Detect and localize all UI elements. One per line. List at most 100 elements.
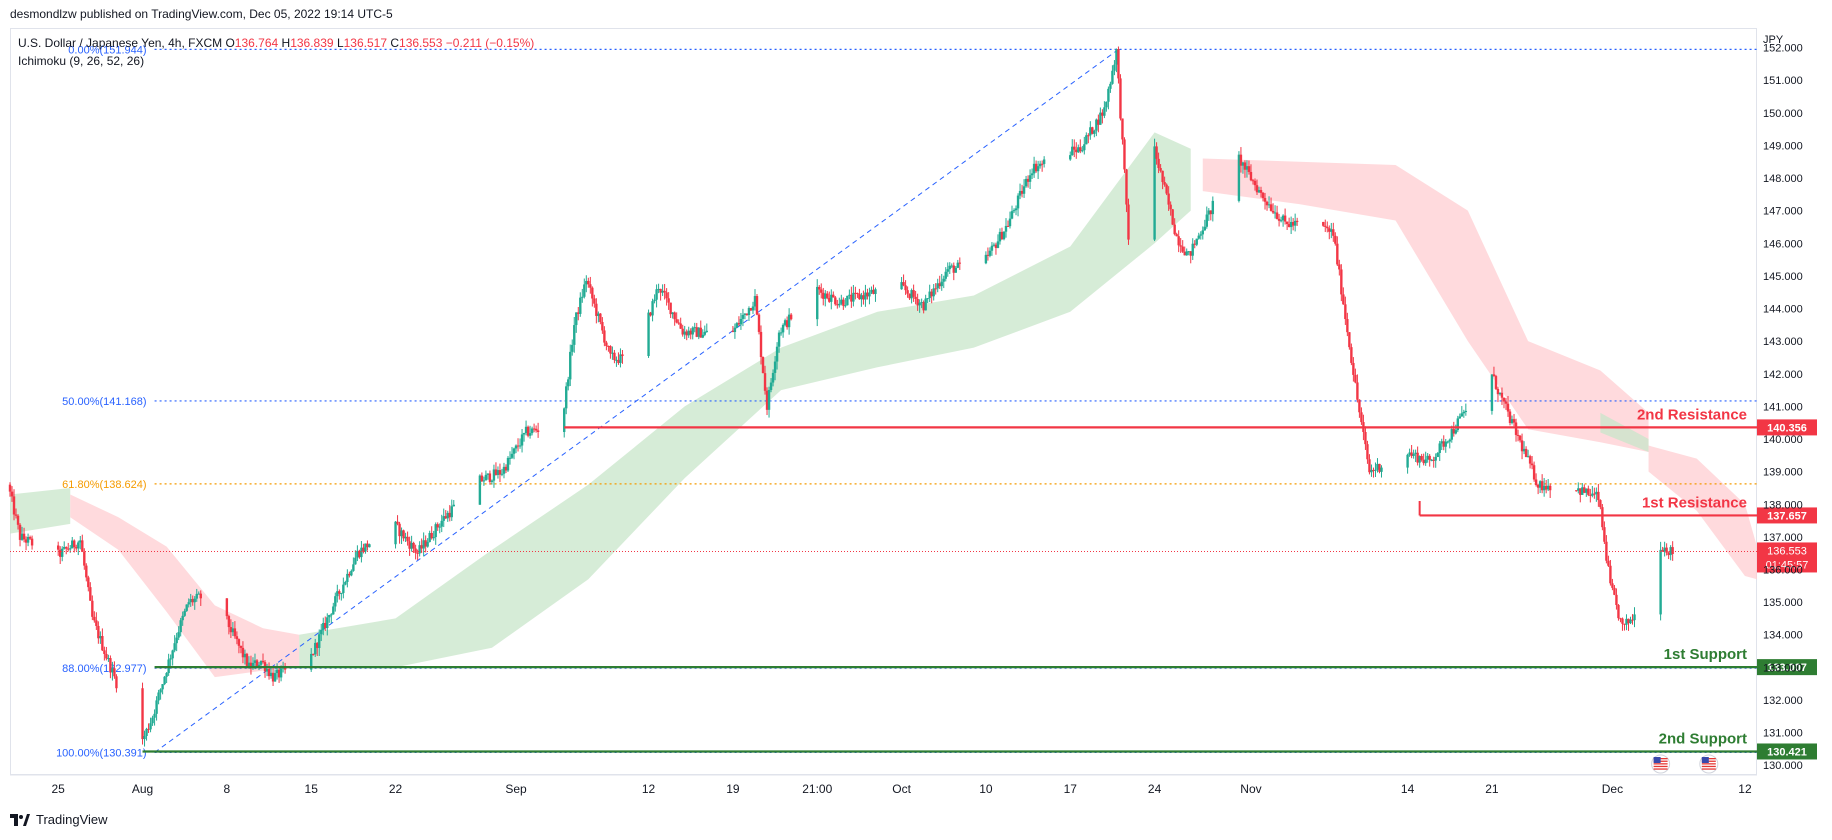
currency-label: JPY bbox=[1763, 34, 1784, 46]
candle-body bbox=[111, 668, 114, 673]
candle-body bbox=[1587, 488, 1590, 495]
candle-body bbox=[143, 735, 146, 740]
candle-body bbox=[609, 346, 612, 354]
candle-body bbox=[942, 278, 945, 282]
candle-body bbox=[153, 713, 156, 718]
candle-body bbox=[1002, 231, 1006, 240]
candle-body bbox=[1599, 500, 1602, 508]
candle-body bbox=[912, 290, 915, 297]
candle-body bbox=[20, 533, 24, 540]
candle-body bbox=[1263, 198, 1267, 202]
candle-body bbox=[283, 667, 287, 670]
candle-body bbox=[954, 267, 957, 273]
y-tick-label: 132.000 bbox=[1763, 695, 1803, 707]
candle-body bbox=[1332, 229, 1335, 236]
x-tick-label: 17 bbox=[1064, 782, 1078, 796]
x-tick-label: Dec bbox=[1602, 782, 1623, 796]
candle-body bbox=[320, 629, 323, 635]
candle-body bbox=[1508, 411, 1512, 424]
candle-body bbox=[749, 308, 753, 311]
candle-body bbox=[103, 650, 106, 654]
candle-body bbox=[906, 290, 909, 294]
candle-body bbox=[113, 668, 116, 677]
flag-stripe bbox=[1653, 763, 1668, 765]
candle-body bbox=[518, 445, 522, 447]
candle-body bbox=[350, 570, 353, 576]
candle-body bbox=[920, 302, 923, 304]
candle-body bbox=[1432, 459, 1435, 461]
candle-body bbox=[241, 647, 245, 658]
candle-body bbox=[1271, 210, 1275, 213]
candle-body bbox=[516, 445, 520, 447]
candle-body bbox=[510, 453, 514, 458]
candle-body bbox=[910, 290, 913, 299]
candle-body bbox=[731, 330, 735, 333]
indicator-row[interactable]: Ichimoku (9, 26, 52, 26) bbox=[18, 54, 145, 68]
candle-body bbox=[1374, 469, 1377, 471]
candle-body bbox=[779, 332, 783, 334]
candle-body bbox=[1281, 215, 1285, 221]
candle-body bbox=[526, 426, 530, 436]
candle-body bbox=[1412, 453, 1415, 456]
y-tick-label: 138.000 bbox=[1763, 499, 1803, 511]
candle-body bbox=[741, 314, 745, 319]
tradingview-logo-icon[interactable] bbox=[10, 813, 30, 826]
candle-body bbox=[585, 280, 588, 285]
x-tick-label: 19 bbox=[726, 782, 740, 796]
candle-body bbox=[1024, 178, 1028, 187]
candle-body bbox=[599, 313, 602, 322]
candle-body bbox=[1209, 210, 1213, 215]
candle-body bbox=[1607, 560, 1610, 566]
candle-body bbox=[1458, 416, 1462, 419]
candle-body bbox=[1378, 463, 1381, 472]
candle-body bbox=[1536, 484, 1540, 488]
candle-body bbox=[1410, 452, 1413, 456]
candle-body bbox=[1633, 614, 1636, 621]
symbol-title[interactable]: U.S. Dollar / Japanese Yen, 4h, FXCM bbox=[18, 36, 223, 50]
candle-body bbox=[687, 330, 690, 336]
candle-body bbox=[267, 669, 271, 677]
us-flag-event-icon[interactable] bbox=[1651, 754, 1671, 774]
fib-level-label: 0.00%(151.944) bbox=[68, 44, 146, 56]
candle-body bbox=[1125, 169, 1128, 205]
candle-body bbox=[771, 372, 775, 383]
candle-body bbox=[866, 292, 869, 297]
candle-body bbox=[28, 536, 32, 539]
candle-body bbox=[984, 254, 988, 264]
level-price-tag bbox=[1757, 419, 1817, 436]
candle-body bbox=[506, 457, 510, 471]
candle-body bbox=[1544, 485, 1548, 490]
candle-body bbox=[1267, 204, 1271, 206]
symbol-row: U.S. Dollar / Japanese Yen, 4h, FXCM O13… bbox=[18, 34, 534, 52]
candle-body bbox=[783, 320, 787, 325]
candle-body bbox=[621, 354, 624, 356]
candle-body bbox=[227, 616, 231, 628]
candle-body bbox=[695, 327, 698, 337]
candle-body bbox=[1360, 412, 1363, 423]
candle-body bbox=[1340, 269, 1343, 295]
candle-body bbox=[958, 262, 962, 264]
candle-body bbox=[1430, 459, 1433, 461]
candle-body bbox=[1237, 154, 1241, 201]
candle-body bbox=[1079, 147, 1082, 152]
y-tick-label: 151.000 bbox=[1763, 75, 1803, 87]
candle-body bbox=[1426, 455, 1429, 460]
candle-body bbox=[14, 514, 18, 516]
candle-body bbox=[1261, 192, 1265, 199]
level-price-label: 130.421 bbox=[1767, 746, 1807, 758]
current-price-label: 136.553 bbox=[1767, 545, 1807, 557]
candle-body bbox=[1283, 215, 1287, 222]
candle-body bbox=[703, 331, 706, 335]
candle-body bbox=[1089, 127, 1092, 136]
candle-body bbox=[1414, 452, 1417, 454]
us-flag-event-icon[interactable] bbox=[1699, 754, 1719, 774]
candle-body bbox=[565, 386, 568, 409]
candle-body bbox=[1203, 226, 1206, 231]
candle-body bbox=[334, 596, 337, 607]
level-name: 2nd Resistance bbox=[1637, 406, 1747, 423]
candle-body bbox=[693, 327, 696, 329]
candle-body bbox=[874, 289, 877, 294]
y-tick-label: 136.000 bbox=[1763, 564, 1803, 576]
candle-body bbox=[743, 313, 747, 315]
